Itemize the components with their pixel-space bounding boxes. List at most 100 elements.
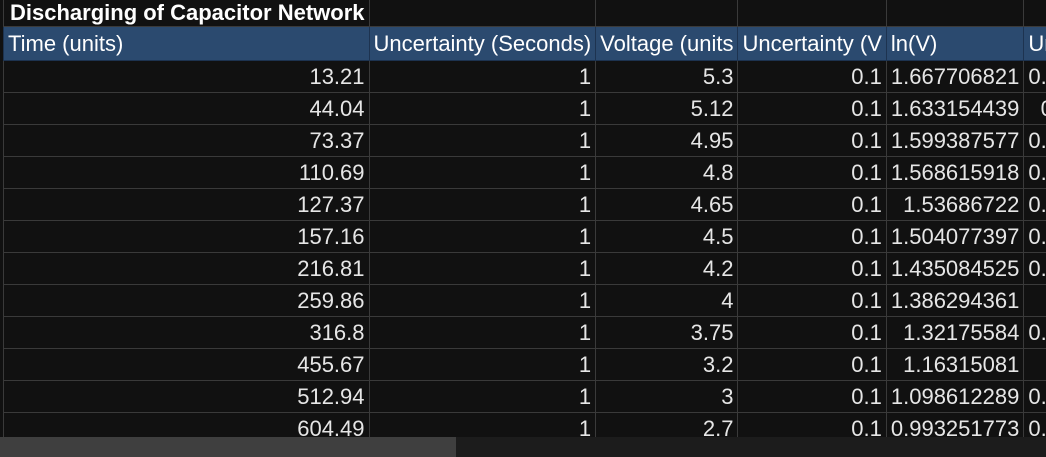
time-uncertainty-cell[interactable]: 1 <box>368 284 597 317</box>
time-cell[interactable]: 127.37 <box>3 188 370 221</box>
header-voltage[interactable]: Voltage (units <box>595 26 739 61</box>
voltage-cell[interactable]: 3.2 <box>595 348 739 381</box>
ln-v-cell[interactable]: 1.633154439 <box>885 92 1025 125</box>
voltage-uncertainty-cell[interactable]: 0.1 <box>737 412 887 437</box>
ln-uncertainty-cell[interactable]: 0.03125 <box>1023 348 1046 381</box>
time-cell[interactable]: 73.37 <box>3 124 370 157</box>
time-cell[interactable]: 316.8 <box>3 316 370 349</box>
ln-v-cell[interactable]: 1.504077397 <box>885 220 1025 253</box>
header-time-uncertainty[interactable]: Uncertainty (Seconds) <box>368 26 597 61</box>
horizontal-scrollbar[interactable] <box>0 437 1046 457</box>
ln-uncertainty-cell[interactable]: 0.023809523 <box>1023 252 1046 285</box>
ln-v-cell[interactable]: 1.667706821 <box>885 60 1025 93</box>
voltage-uncertainty-cell[interactable]: 0.1 <box>737 156 887 189</box>
time-cell[interactable]: 604.49 <box>3 412 370 437</box>
ln-v-cell[interactable]: 1.599387577 <box>885 124 1025 157</box>
ln-uncertainty-cell[interactable]: 0.037037037 <box>1023 412 1046 437</box>
cell[interactable] <box>1023 0 1046 27</box>
voltage-cell[interactable]: 4.8 <box>595 156 739 189</box>
voltage-cell[interactable]: 3.75 <box>595 316 739 349</box>
data-table: Discharging of Capacitor Network Time (u… <box>3 0 1046 437</box>
time-uncertainty-cell[interactable]: 1 <box>368 156 597 189</box>
scrollbar-thumb[interactable] <box>0 437 456 457</box>
header-ln-uncertainty[interactable]: Uncertainty <box>1023 26 1046 61</box>
time-cell[interactable]: 259.86 <box>3 284 370 317</box>
time-uncertainty-cell[interactable]: 1 <box>368 252 597 285</box>
ln-v-cell[interactable]: 1.098612289 <box>885 380 1025 413</box>
ln-uncertainty-cell[interactable]: 0.026666666 <box>1023 316 1046 349</box>
ln-uncertainty-cell[interactable]: 0.018867924 <box>1023 60 1046 93</box>
time-cell[interactable]: 512.94 <box>3 380 370 413</box>
sheet-title[interactable]: Discharging of Capacitor Network <box>3 0 370 27</box>
time-uncertainty-cell[interactable]: 1 <box>368 220 597 253</box>
header-time[interactable]: Time (units) <box>3 26 370 61</box>
time-uncertainty-cell[interactable]: 1 <box>368 380 597 413</box>
time-uncertainty-cell[interactable]: 1 <box>368 316 597 349</box>
cell[interactable] <box>737 0 887 27</box>
title-row: Discharging of Capacitor Network <box>3 0 1046 27</box>
time-uncertainty-cell[interactable]: 1 <box>368 124 597 157</box>
header-ln-v[interactable]: ln(V) <box>885 26 1025 61</box>
voltage-uncertainty-cell[interactable]: 0.1 <box>737 220 887 253</box>
time-uncertainty-cell[interactable]: 1 <box>368 92 597 125</box>
time-cell[interactable]: 110.69 <box>3 156 370 189</box>
voltage-cell[interactable]: 3 <box>595 380 739 413</box>
time-cell[interactable]: 216.81 <box>3 252 370 285</box>
ln-v-cell[interactable]: 1.568615918 <box>885 156 1025 189</box>
voltage-uncertainty-cell[interactable]: 0.1 <box>737 188 887 221</box>
voltage-uncertainty-cell[interactable]: 0.1 <box>737 92 887 125</box>
ln-uncertainty-cell[interactable]: 0.033333333 <box>1023 380 1046 413</box>
time-cell[interactable]: 44.04 <box>3 92 370 125</box>
voltage-uncertainty-cell[interactable]: 0.1 <box>737 60 887 93</box>
cell[interactable] <box>885 0 1025 27</box>
voltage-uncertainty-cell[interactable]: 0.1 <box>737 348 887 381</box>
ln-v-cell[interactable]: 1.386294361 <box>885 284 1025 317</box>
ln-v-cell[interactable]: 1.435084525 <box>885 252 1025 285</box>
voltage-cell[interactable]: 4 <box>595 284 739 317</box>
voltage-uncertainty-cell[interactable]: 0.1 <box>737 124 887 157</box>
voltage-uncertainty-cell[interactable]: 0.1 <box>737 316 887 349</box>
cell[interactable] <box>595 0 739 27</box>
voltage-cell[interactable]: 4.2 <box>595 252 739 285</box>
header-voltage-uncertainty[interactable]: Uncertainty (V <box>737 26 887 61</box>
voltage-cell[interactable]: 5.12 <box>595 92 739 125</box>
time-uncertainty-cell[interactable]: 1 <box>368 60 597 93</box>
voltage-uncertainty-cell[interactable]: 0.1 <box>737 284 887 317</box>
ln-v-cell[interactable]: 0.993251773 <box>885 412 1025 437</box>
time-cell[interactable]: 13.21 <box>3 60 370 93</box>
time-uncertainty-cell[interactable]: 1 <box>368 188 597 221</box>
voltage-cell[interactable]: 5.3 <box>595 60 739 93</box>
voltage-cell[interactable]: 4.95 <box>595 124 739 157</box>
ln-uncertainty-cell[interactable]: 0.020202020 <box>1023 124 1046 157</box>
voltage-uncertainty-cell[interactable]: 0.1 <box>737 252 887 285</box>
ln-v-cell[interactable]: 1.16315081 <box>885 348 1025 381</box>
time-uncertainty-cell[interactable]: 1 <box>368 348 597 381</box>
ln-v-cell[interactable]: 1.32175584 <box>885 316 1025 349</box>
ln-uncertainty-cell[interactable]: 0.01953125 <box>1023 92 1046 125</box>
header-row: Time (units) Uncertainty (Seconds) Volta… <box>3 26 1046 61</box>
time-uncertainty-cell[interactable]: 1 <box>368 412 597 437</box>
ln-uncertainty-cell[interactable]: 0.020833333 <box>1023 156 1046 189</box>
ln-v-cell[interactable]: 1.53686722 <box>885 188 1025 221</box>
ln-uncertainty-cell[interactable]: 0.025 <box>1023 284 1046 317</box>
voltage-cell[interactable]: 4.5 <box>595 220 739 253</box>
cell[interactable] <box>368 0 597 27</box>
ln-uncertainty-cell[interactable]: 0.021505376 <box>1023 188 1046 221</box>
spreadsheet-grid[interactable]: Discharging of Capacitor Network Time (u… <box>0 0 1046 437</box>
voltage-cell[interactable]: 2.7 <box>595 412 739 437</box>
time-cell[interactable]: 157.16 <box>3 220 370 253</box>
voltage-cell[interactable]: 4.65 <box>595 188 739 221</box>
time-cell[interactable]: 455.67 <box>3 348 370 381</box>
ln-uncertainty-cell[interactable]: 0.022222222 <box>1023 220 1046 253</box>
voltage-uncertainty-cell[interactable]: 0.1 <box>737 380 887 413</box>
